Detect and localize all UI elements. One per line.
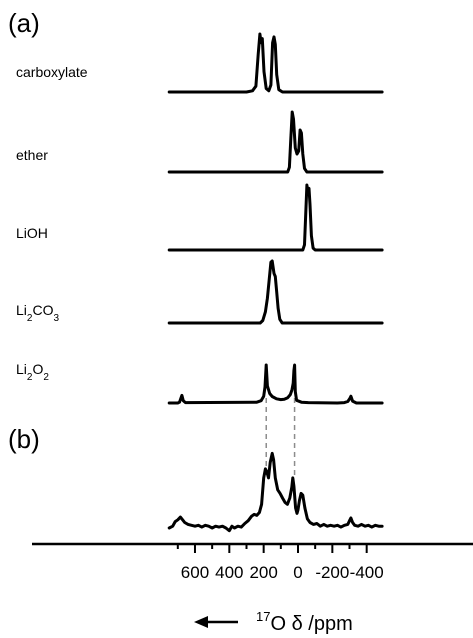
x-tick-label: 600 xyxy=(181,563,209,582)
trace-label-li2co3: Li2CO3 xyxy=(16,302,59,324)
x-axis-title: 17O δ /ppm xyxy=(256,609,353,635)
spectrum-b xyxy=(167,451,384,533)
direction-arrow-icon xyxy=(194,616,208,628)
trace-label-li2o2: Li2O2 xyxy=(16,361,49,383)
spectrum-li2co3 xyxy=(167,259,384,325)
spectrum-carboxylate xyxy=(167,32,384,94)
x-tick-label: 0 xyxy=(293,563,302,582)
panel-label-b: (b) xyxy=(8,424,40,454)
spectrum-li2o2 xyxy=(167,363,384,405)
guide-lines xyxy=(265,398,296,478)
x-axis-tick-labels: 600 400 200 0 -200 -400 xyxy=(181,563,384,582)
spectrum-ether xyxy=(167,110,384,174)
trace-label-ether: ether xyxy=(16,147,48,163)
spectrum-lioh xyxy=(167,183,384,252)
spectra xyxy=(167,32,384,533)
x-tick-label: -200 xyxy=(315,563,349,582)
trace-label-carboxylate: carboxylate xyxy=(16,64,88,80)
panel-label-a: (a) xyxy=(8,8,40,38)
x-axis-ticks xyxy=(176,544,368,553)
x-tick-label: 400 xyxy=(215,563,243,582)
x-tick-label: 200 xyxy=(249,563,277,582)
trace-label-lioh: LiOH xyxy=(16,225,48,241)
x-tick-label: -400 xyxy=(350,563,384,582)
